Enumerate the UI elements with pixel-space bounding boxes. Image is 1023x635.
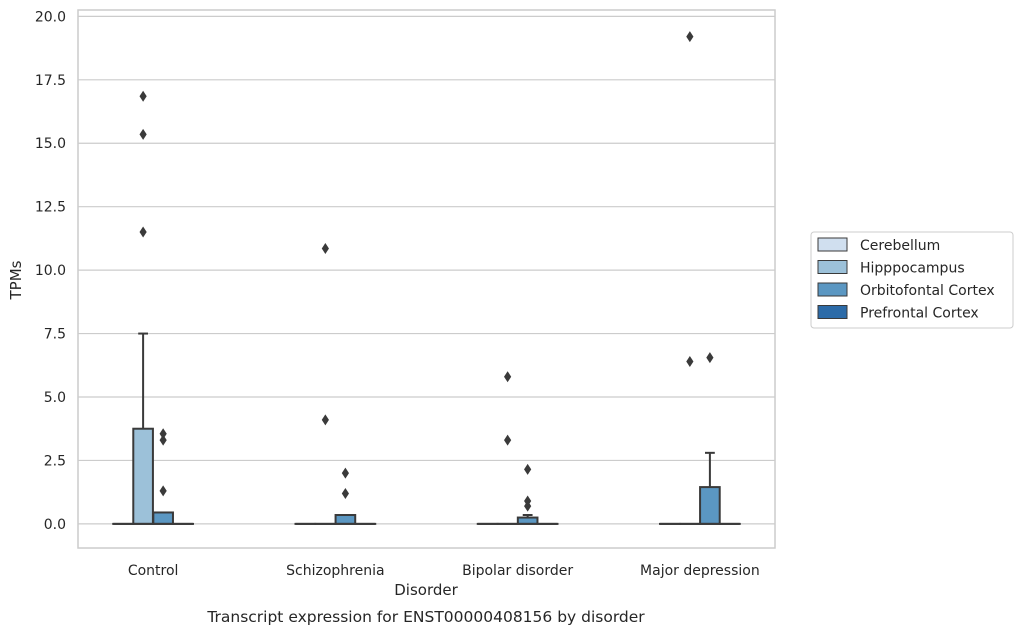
outlier-point <box>504 434 512 446</box>
category-group <box>658 31 741 525</box>
y-tick-label: 15.0 <box>35 136 66 152</box>
y-tick-label: 2.5 <box>44 453 66 469</box>
y-axis-title: TPMs <box>7 260 25 300</box>
box <box>699 486 721 525</box>
legend-label: Orbitofontal Cortex <box>860 283 995 299</box>
legend: Cerebellum Hipppocampus Orbitofontal Corte… <box>810 231 1014 329</box>
legend-swatch <box>817 237 848 252</box>
legend-swatch <box>817 260 848 274</box>
y-tick-label: 17.5 <box>35 73 66 89</box>
outlier-point <box>504 371 512 383</box>
category-group <box>112 90 195 525</box>
outlier-point <box>139 128 147 140</box>
outlier-point <box>341 487 349 499</box>
category-group <box>476 371 559 525</box>
outlier-point <box>321 414 329 426</box>
box-groups <box>112 31 741 525</box>
legend-label: Cerebellum <box>860 238 940 254</box>
outlier-point <box>159 485 167 497</box>
y-tick-label: 10.0 <box>35 263 66 279</box>
legend-swatch <box>817 282 848 297</box>
x-tick-label: Schizophrenia <box>286 563 384 579</box>
outlier-point <box>159 434 167 446</box>
gridlines <box>78 15 775 525</box>
x-tick-label: Major depression <box>640 563 760 579</box>
x-tick-label: Control <box>128 563 179 579</box>
outlier-point <box>159 428 167 440</box>
box <box>334 514 357 525</box>
outlier-point <box>321 243 329 255</box>
outlier-point <box>686 31 694 43</box>
category-group <box>294 243 377 525</box>
x-axis-title: Disorder <box>394 581 458 599</box>
outlier-point <box>686 355 694 367</box>
legend-frame <box>810 231 1014 329</box>
y-tick-labels: 0.0 2.5 5.0 7.5 10.0 12.5 15.0 17.5 20.0 <box>35 9 66 533</box>
legend-swatch <box>817 305 848 319</box>
outlier-point <box>524 463 532 475</box>
x-tick-labels: Control Schizophrenia Bipolar disorder Majo… <box>128 563 760 579</box>
legend-label: Prefrontal Cortex <box>860 306 979 322</box>
legend-label: Hipppocampus <box>860 261 965 277</box>
outlier-point <box>341 467 349 479</box>
outlier-point <box>139 226 147 238</box>
plot-frame <box>77 9 776 549</box>
box <box>132 427 154 525</box>
chart-caption: Transcript expression for ENST0000040815… <box>206 608 645 626</box>
outlier-point <box>706 352 714 364</box>
outlier-point <box>139 90 147 102</box>
y-tick-label: 20.0 <box>35 9 66 25</box>
outlier-point <box>524 495 532 507</box>
box <box>152 511 174 525</box>
x-tick-label: Bipolar disorder <box>462 563 573 579</box>
y-tick-label: 0.0 <box>44 517 66 533</box>
y-tick-label: 7.5 <box>44 327 66 343</box>
y-tick-label: 5.0 <box>44 390 66 406</box>
y-tick-label: 12.5 <box>35 200 66 216</box>
